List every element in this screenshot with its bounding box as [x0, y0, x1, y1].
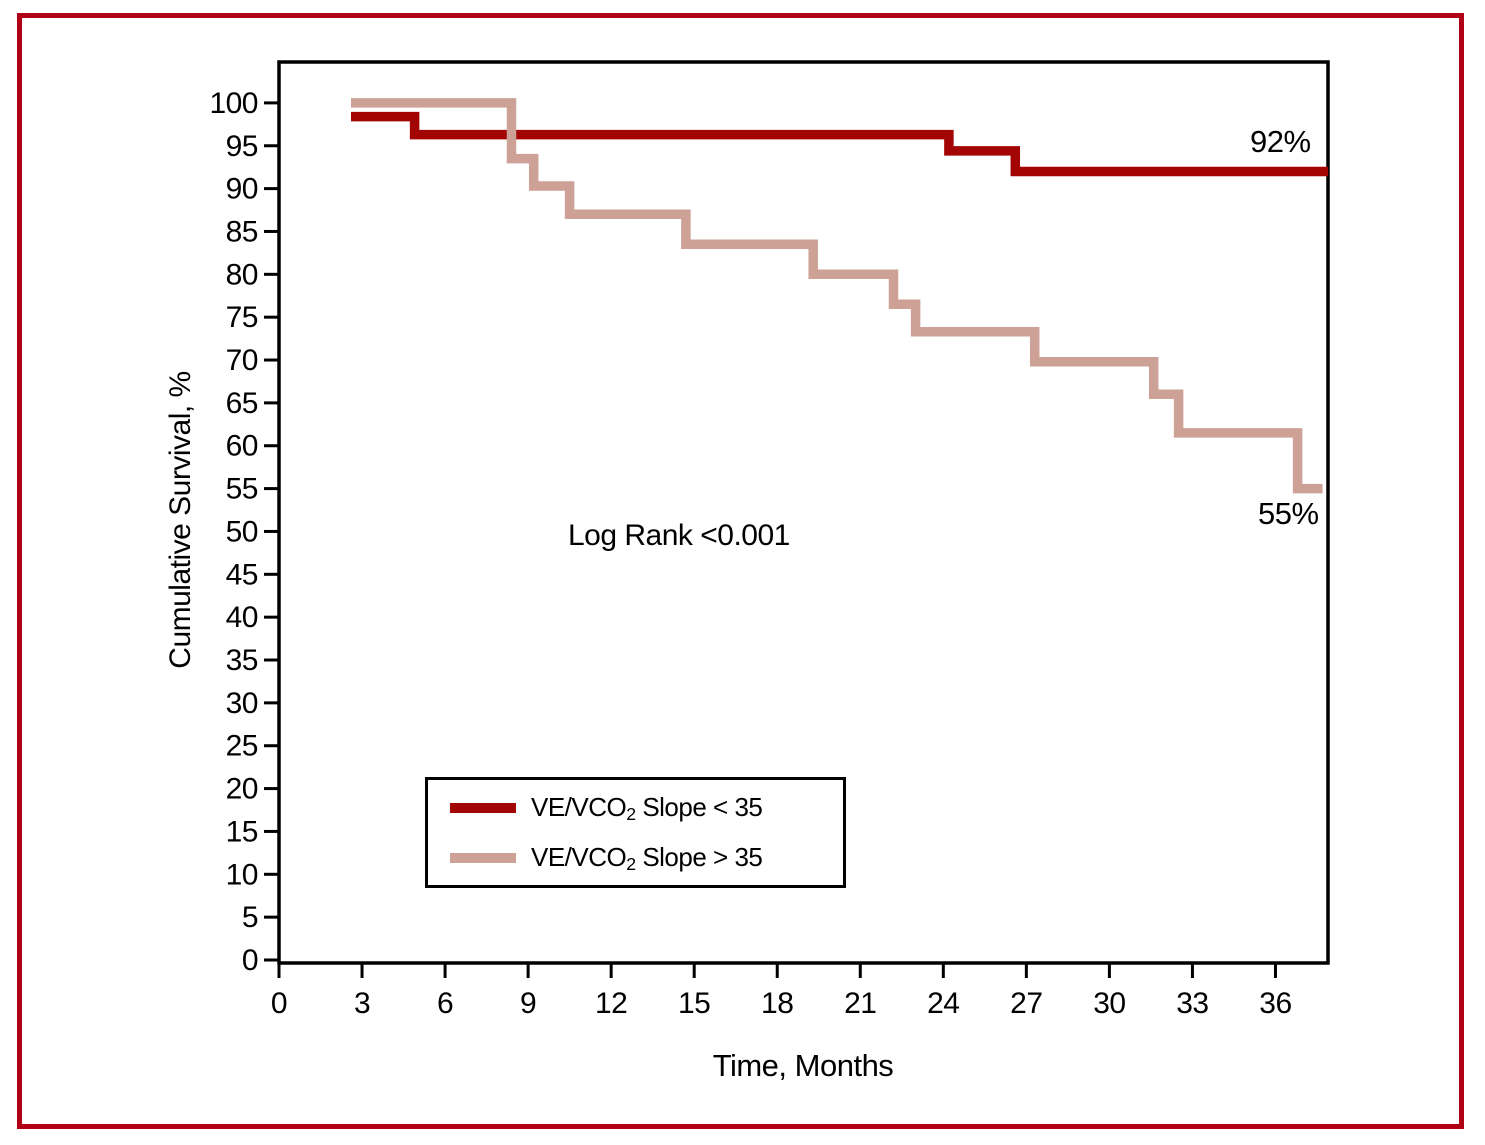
y-tick-label: 85: [226, 215, 258, 248]
legend-label-lt35: VE/VCO2 Slope < 35: [531, 792, 763, 824]
endpoint-label-gt35: 55%: [1258, 496, 1319, 531]
y-tick-label: 5: [242, 901, 258, 934]
y-tick-label: 10: [226, 858, 258, 891]
y-tick-label: 20: [226, 773, 258, 806]
y-tick-label: 80: [226, 258, 258, 291]
legend-swatch-lt35: [450, 802, 516, 813]
legend-item-gt35: VE/VCO2 Slope > 35: [450, 840, 843, 876]
x-tick-label: 33: [1176, 987, 1208, 1020]
ve-vco2-slope-gt-35-curve: [351, 98, 1323, 494]
x-tick-label: 0: [271, 987, 287, 1020]
y-tick-label: 100: [209, 87, 258, 120]
figure-border: [17, 13, 1464, 1129]
x-tick-label: 18: [761, 987, 793, 1020]
y-tick-label: 15: [226, 815, 258, 848]
x-axis-title: Time, Months: [712, 1048, 894, 1083]
y-tick-label: 55: [226, 473, 258, 506]
y-tick-label: 75: [226, 301, 258, 334]
y-tick-label: 95: [226, 130, 258, 163]
x-tick-label: 24: [927, 987, 959, 1020]
y-tick-label: 40: [226, 601, 258, 634]
axes: 0 3 6 9 12 15 18 21 24 27 30 33 36051015202530354045…: [209, 60, 1330, 1020]
y-axis-title: Cumulative Survival, %: [164, 371, 197, 669]
y-tick-label: 90: [226, 173, 258, 206]
y-tick-label: 0: [242, 944, 258, 977]
y-tick-label: 65: [226, 387, 258, 420]
x-tick-label: 9: [520, 987, 536, 1020]
y-tick-label: 35: [226, 644, 258, 677]
y-tick-label: 45: [226, 558, 258, 591]
y-tick-label: 70: [226, 344, 258, 377]
curves: [351, 98, 1329, 494]
x-tick-label: 36: [1259, 987, 1291, 1020]
x-tick-label: 12: [595, 987, 627, 1020]
legend-item-lt35: VE/VCO2 Slope < 35: [450, 790, 843, 826]
y-tick-label: 30: [226, 687, 258, 720]
y-tick-label: 50: [226, 515, 258, 548]
endpoint-label-lt35: 92%: [1250, 124, 1311, 159]
y-tick-label: 60: [226, 430, 258, 463]
x-tick-label: 6: [437, 987, 453, 1020]
x-tick-label: 21: [844, 987, 876, 1020]
y-tick-label: 25: [226, 730, 258, 763]
legend-label-gt35: VE/VCO2 Slope > 35: [531, 842, 763, 874]
log-rank-annotation: Log Rank <0.001: [568, 519, 790, 552]
ve-vco2-slope-lt-35-curve: [351, 111, 1329, 177]
x-tick-label: 3: [354, 987, 370, 1020]
x-tick-label: 15: [678, 987, 710, 1020]
plot-border: [277, 60, 1330, 965]
legend-swatch-gt35: [450, 852, 516, 863]
legend: VE/VCO2 Slope < 35 VE/VCO2 Slope > 35: [425, 777, 846, 888]
x-tick-label: 27: [1010, 987, 1042, 1020]
x-tick-label: 30: [1093, 987, 1125, 1020]
